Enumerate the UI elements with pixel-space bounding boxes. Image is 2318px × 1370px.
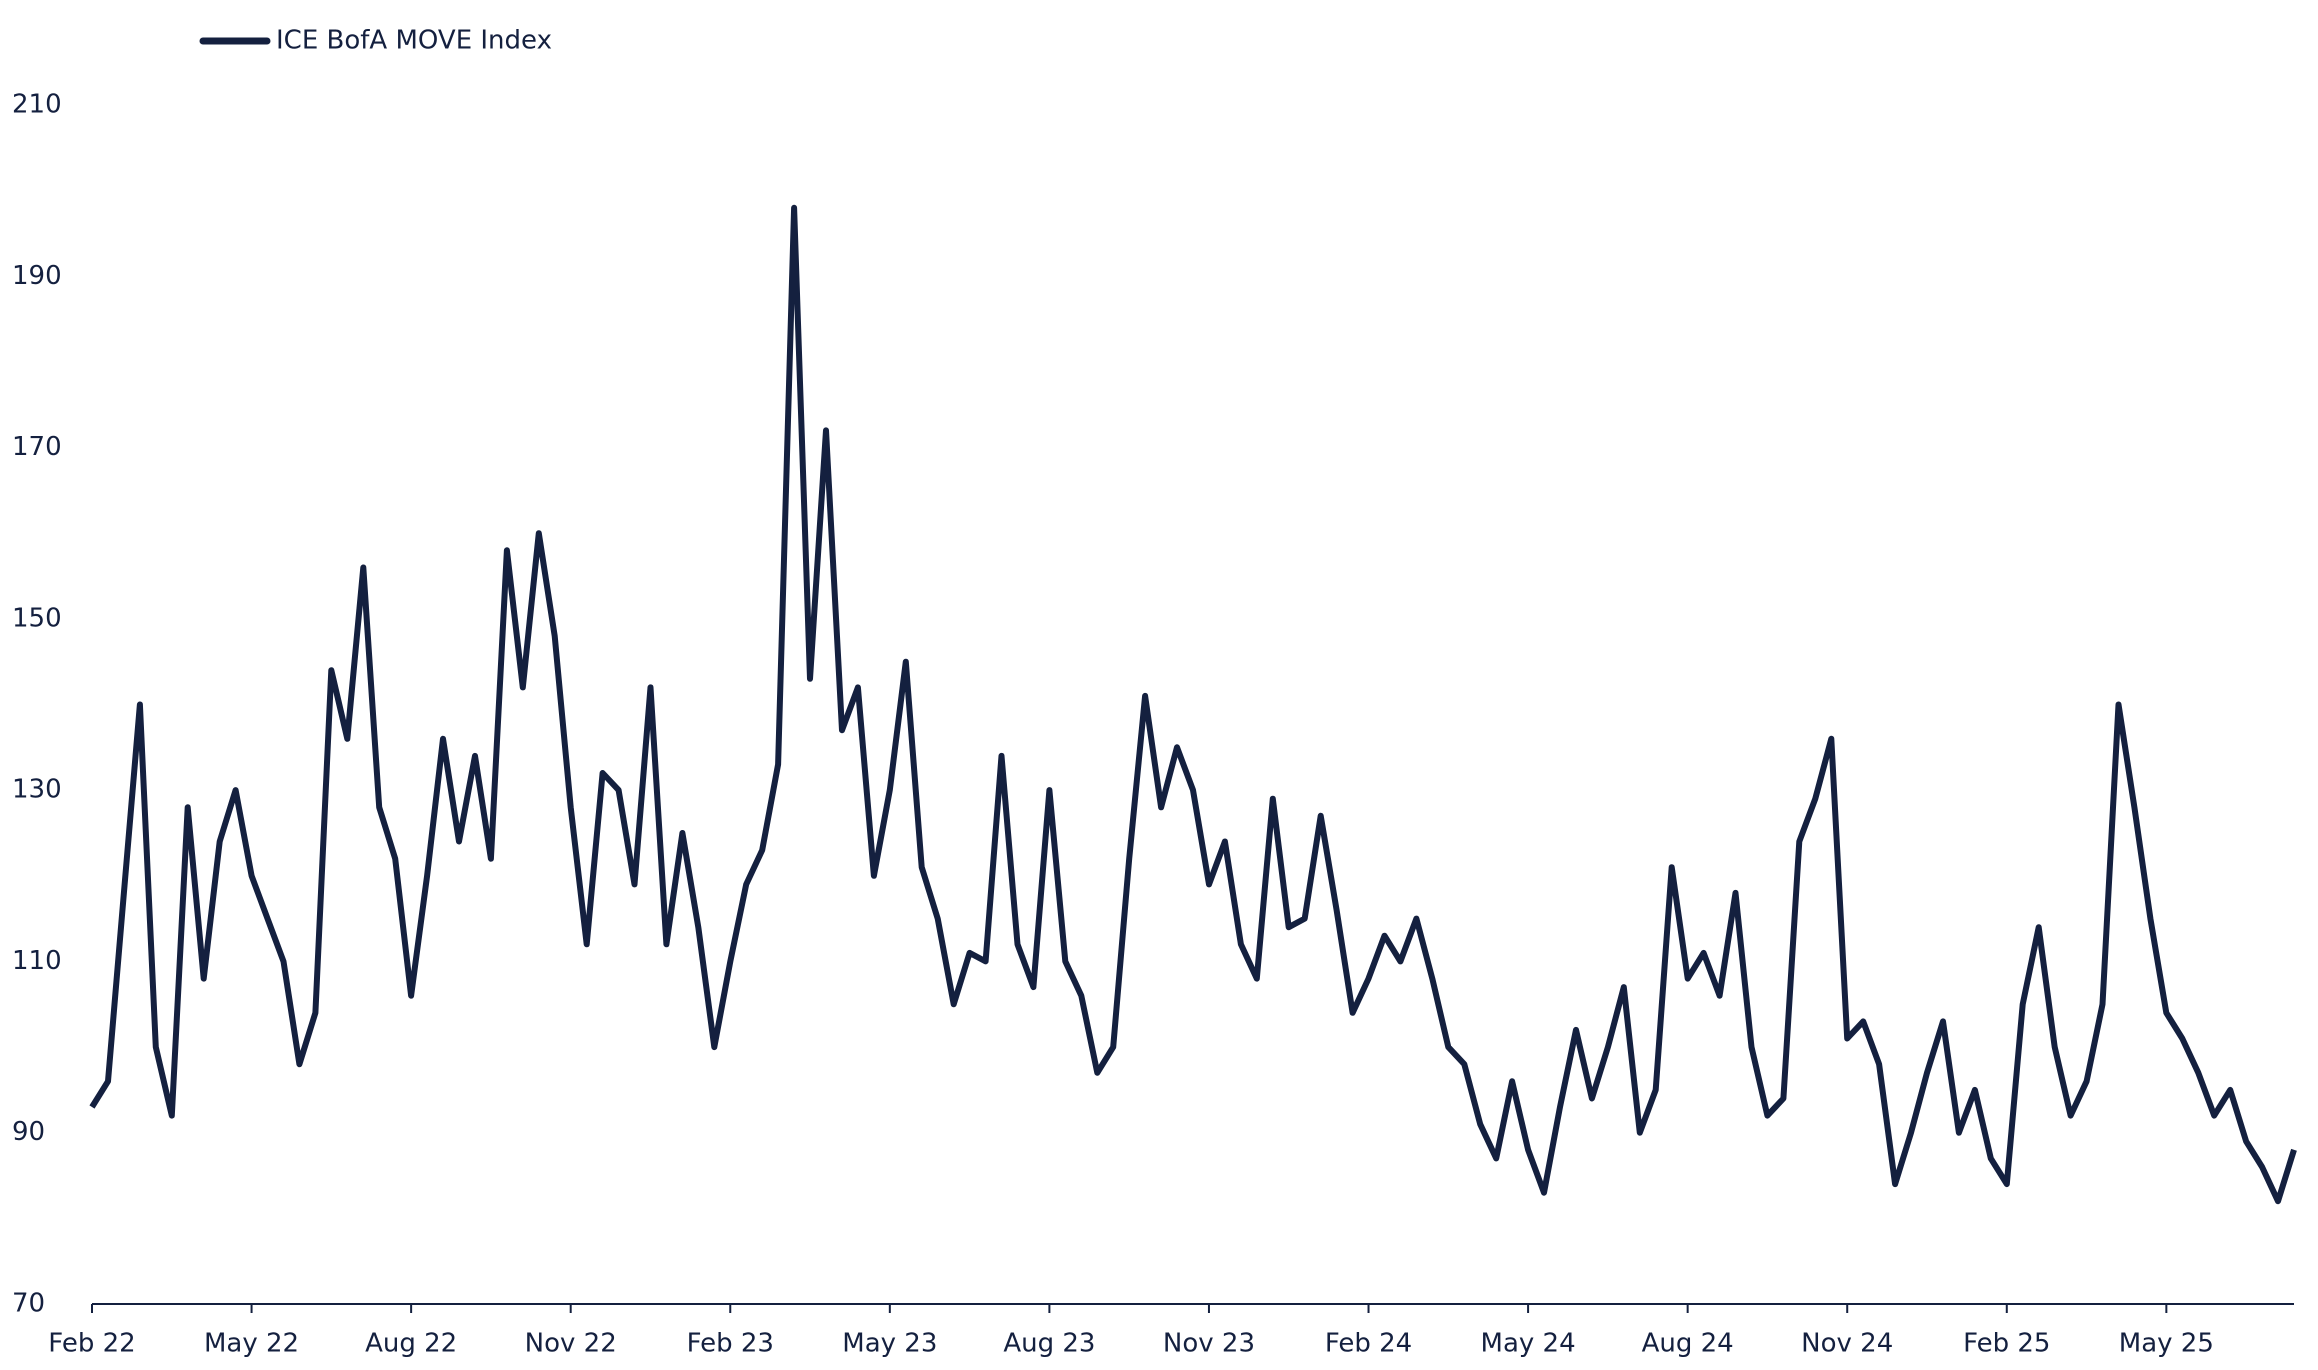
y-tick-label: 190 xyxy=(12,261,62,291)
y-tick-label: 170 xyxy=(12,432,62,462)
y-tick-label: 90 xyxy=(12,1117,45,1147)
x-tick-label: May 25 xyxy=(2119,1329,2214,1359)
x-tick-label: May 24 xyxy=(1481,1329,1576,1359)
x-tick-label: May 23 xyxy=(842,1329,937,1359)
x-tick-label: Nov 24 xyxy=(1801,1329,1893,1359)
x-tick-label: Feb 24 xyxy=(1325,1329,1412,1359)
y-tick-label: 130 xyxy=(12,775,62,805)
x-tick-label: Aug 24 xyxy=(1642,1329,1734,1359)
x-tick-label: Aug 22 xyxy=(365,1329,457,1359)
legend-label: ICE BofA MOVE Index xyxy=(276,26,552,56)
x-tick-label: Feb 22 xyxy=(48,1329,135,1359)
x-tick-label: Feb 23 xyxy=(687,1329,774,1359)
x-tick-label: Feb 25 xyxy=(1963,1329,2050,1359)
series-line xyxy=(89,204,2297,1205)
x-tick-label: May 22 xyxy=(204,1329,299,1359)
x-tick-label: Nov 22 xyxy=(525,1329,617,1359)
y-tick-label: 70 xyxy=(12,1289,45,1319)
y-tick-label: 150 xyxy=(12,603,62,633)
y-tick-label: 210 xyxy=(12,90,62,120)
y-tick-label: 110 xyxy=(12,946,62,976)
x-tick-label: Aug 23 xyxy=(1003,1329,1095,1359)
x-tick-label: Nov 23 xyxy=(1163,1329,1255,1359)
